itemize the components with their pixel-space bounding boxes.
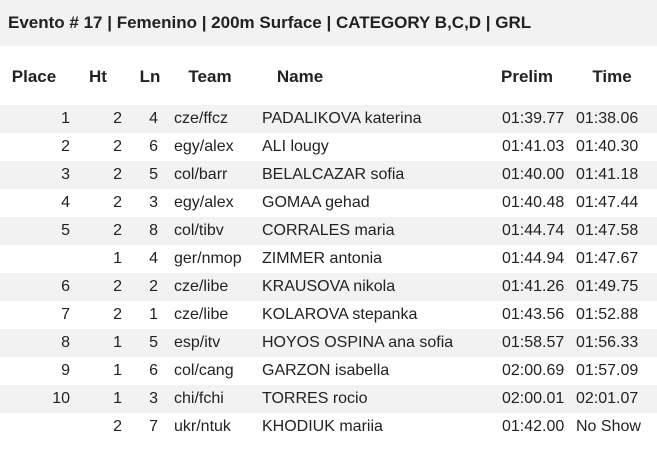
lane-cell: 3 [149,390,158,407]
team-cell: col/cang [174,362,234,379]
title-bar: Evento # 17 | Femenino | 200m Surface | … [0,0,657,46]
lane-cell: 1 [149,306,158,323]
place-cell: 2 [61,138,70,155]
row-background [0,329,657,357]
lane-cell: 5 [149,334,158,351]
row-background [0,161,657,189]
name-cell: GARZON isabella [262,362,390,379]
name-cell: GOMAA gehad [262,194,370,211]
time-cell: No Show [576,418,641,435]
name-cell: CORRALES maria [262,222,395,239]
place-cell: 5 [61,222,70,239]
heat-cell: 2 [113,278,122,295]
team-cell: egy/alex [174,194,234,211]
prelim-cell: 02:00.01 [502,390,565,407]
lane-cell: 5 [149,166,158,183]
place-cell: 3 [61,166,70,183]
place-cell: 9 [61,362,70,379]
heat-cell: 2 [113,306,122,323]
lane-cell: 6 [149,138,158,155]
team-cell: ukr/ntuk [174,418,231,435]
prelim-cell: 01:43.56 [502,306,565,323]
name-cell: BELALCAZAR sofia [262,166,405,183]
time-cell: 01:40.30 [576,138,639,155]
place-cell: 8 [61,334,70,351]
heat-cell: 1 [113,362,122,379]
team-cell: esp/itv [174,334,221,351]
time-cell: 01:47.44 [576,194,639,211]
heat-cell: 1 [113,390,122,407]
lane-cell: 3 [149,194,158,211]
team-cell: cze/ffcz [174,110,228,127]
time-cell: 01:41.18 [576,166,639,183]
place-cell: 1 [61,110,70,127]
time-cell: 01:57.09 [576,362,639,379]
time-cell: 01:56.33 [576,334,639,351]
team-cell: cze/libe [174,306,229,323]
heat-cell: 2 [113,222,122,239]
name-cell: KRAUSOVA nikola [262,278,396,295]
row-background [0,273,657,301]
lane-cell: 4 [149,250,158,267]
heat-cell: 2 [113,166,122,183]
name-cell: HOYOS OSPINA ana sofia [262,334,454,351]
name-cell: TORRES rocio [262,390,368,407]
team-cell: col/tibv [174,222,224,239]
heat-cell: 2 [113,110,122,127]
prelim-cell: 01:40.48 [502,194,565,211]
team-cell: chi/fchi [174,390,224,407]
heat-cell: 1 [113,250,122,267]
name-cell: ZIMMER antonia [262,250,383,267]
time-cell: 01:47.58 [576,222,639,239]
prelim-cell: 02:00.69 [502,362,565,379]
place-cell: 10 [52,390,70,407]
prelim-cell: 01:42.00 [502,418,565,435]
prelim-cell: 01:44.74 [502,222,565,239]
place-cell: 4 [61,194,70,211]
lane-cell: 6 [149,362,158,379]
heat-cell: 2 [113,138,122,155]
column-header: Time [592,67,632,86]
prelim-cell: 01:39.77 [502,110,565,127]
lane-cell: 7 [149,418,158,435]
name-cell: ALI lougy [262,138,329,155]
team-cell: egy/alex [174,138,234,155]
lane-cell: 8 [149,222,158,239]
place-cell: 6 [61,278,70,295]
lane-cell: 2 [149,278,158,295]
prelim-cell: 01:41.26 [502,278,565,295]
row-background [0,105,657,133]
name-cell: KOLAROVA stepanka [262,306,418,323]
event-title: Evento # 17 | Femenino | 200m Surface | … [8,13,532,32]
heat-cell: 1 [113,334,122,351]
row-background [0,217,657,245]
prelim-cell: 01:41.03 [502,138,565,155]
place-cell: 7 [61,306,70,323]
time-cell: 01:47.67 [576,250,639,267]
team-cell: col/barr [174,166,228,183]
column-header: Ht [89,67,107,86]
time-cell: 01:38.06 [576,110,639,127]
column-header: Prelim [501,67,553,86]
heat-cell: 2 [113,194,122,211]
prelim-cell: 01:44.94 [502,250,565,267]
lane-cell: 4 [149,110,158,127]
prelim-cell: 01:58.57 [502,334,565,351]
column-header: Ln [139,67,161,86]
prelim-cell: 01:40.00 [502,166,565,183]
time-cell: 01:52.88 [576,306,639,323]
column-header: Team [188,67,232,86]
row-background [0,385,657,413]
heat-cell: 2 [113,418,122,435]
team-cell: ger/nmop [174,250,242,267]
time-cell: 01:49.75 [576,278,639,295]
column-header: Name [276,67,324,86]
time-cell: 02:01.07 [576,390,639,407]
name-cell: PADALIKOVA katerina [262,110,422,127]
team-cell: cze/libe [174,278,229,295]
name-cell: KHODIUK mariia [262,418,383,435]
column-header: Place [11,67,57,86]
